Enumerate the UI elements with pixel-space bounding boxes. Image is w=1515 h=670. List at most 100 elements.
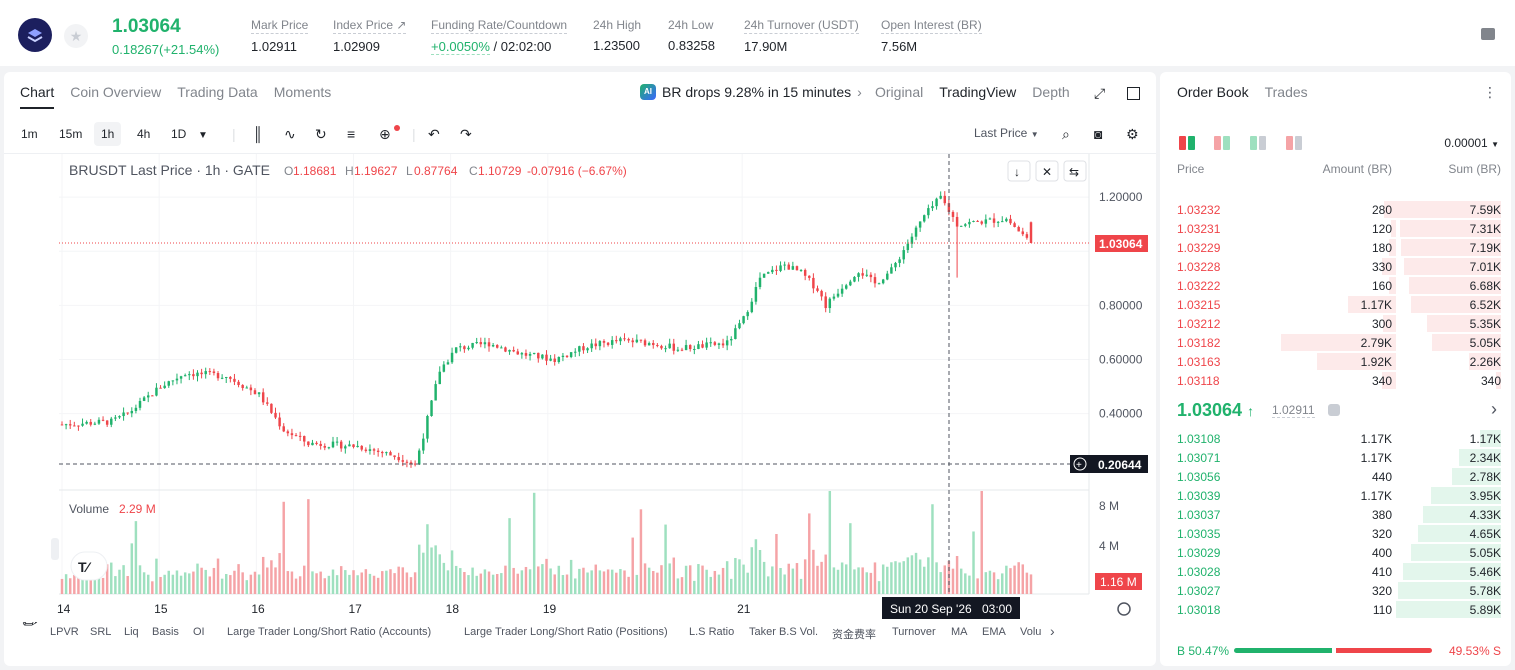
tab-chart[interactable]: Chart	[20, 84, 55, 109]
indicator-funding-rate[interactable]: 资金费率	[832, 629, 876, 641]
search-icon[interactable]: ⌕	[1062, 126, 1070, 142]
chart-settings-icon[interactable]	[1117, 602, 1131, 616]
chevron-right-icon[interactable]: ›	[1050, 623, 1055, 639]
templates-icon[interactable]: ≡	[347, 126, 356, 142]
candle-type-icon[interactable]: ║	[253, 126, 263, 142]
auto-scale-button[interactable]	[1063, 160, 1087, 182]
bid-row[interactable]: 1.03039 1.17K 3.95K	[1160, 486, 1511, 505]
volume-bar	[471, 567, 474, 594]
camera-icon[interactable]: ◙	[1094, 126, 1103, 142]
stat-index-price[interactable]: Index Price ↗ 1.02909	[333, 18, 407, 54]
more-options-icon[interactable]: ⋮	[1483, 84, 1497, 100]
settings-gear-icon[interactable]: ⚙	[1126, 126, 1139, 142]
expand-icon[interactable]: ⤢	[1094, 85, 1106, 101]
candle-body	[803, 269, 807, 276]
timeframe-1m[interactable]: 1m	[21, 127, 38, 141]
ask-row[interactable]: 1.03215 1.17K 6.52K	[1160, 295, 1511, 314]
candle-body	[738, 323, 741, 329]
price-chart[interactable]: 1.20000 0.80000 0.60000 0.40000 8 M 4 M 14 15 16…	[4, 154, 1156, 622]
bid-row[interactable]: 1.03037 380 4.33K	[1160, 505, 1511, 524]
view-original[interactable]: Original	[875, 84, 924, 100]
volume-bar	[167, 570, 170, 594]
bid-row[interactable]: 1.03029 400 5.05K	[1160, 543, 1511, 562]
indicator-large-trader-positions[interactable]: Large Trader Long/Short Ratio (Positions…	[464, 626, 668, 638]
volume-bar	[89, 574, 92, 594]
candle-body	[183, 375, 187, 377]
timeframe-dropdown-icon[interactable]: ▼	[198, 130, 208, 141]
ask-row[interactable]: 1.03212 300 5.35K	[1160, 314, 1511, 333]
precision-select[interactable]: 0.00001 ▼	[1444, 136, 1499, 150]
bid-row[interactable]: 1.03071 1.17K 2.34K	[1160, 448, 1511, 467]
layout-both-alt-icon[interactable]	[1214, 136, 1230, 150]
scroll-down-button[interactable]	[1007, 160, 1031, 182]
bid-row[interactable]: 1.03035 320 4.65K	[1160, 524, 1511, 543]
redo-icon[interactable]: ↷	[460, 126, 472, 142]
timeframe-4h[interactable]: 4h	[137, 127, 151, 141]
indicator-lpvr[interactable]: LPVR	[50, 626, 79, 638]
collapse-button[interactable]	[1035, 160, 1059, 182]
bid-row[interactable]: 1.03056 440 2.78K	[1160, 467, 1511, 486]
bid-row[interactable]: 1.03018 110 5.89K	[1160, 600, 1511, 619]
ask-row[interactable]: 1.03222 160 6.68K	[1160, 276, 1511, 295]
volume-bar	[282, 501, 285, 594]
layout-asks-icon[interactable]	[1286, 136, 1302, 150]
volume-bar	[914, 552, 918, 594]
ask-row[interactable]: 1.03182 2.79K 5.05K	[1160, 333, 1511, 352]
tab-coin-overview[interactable]: Coin Overview	[70, 84, 162, 100]
favorite-star-icon[interactable]: ★	[64, 24, 88, 48]
timeframe-1d[interactable]: 1D	[171, 127, 187, 141]
ask-row[interactable]: 1.03232 280 7.59K	[1160, 200, 1511, 219]
indicator-turnover[interactable]: Turnover	[892, 626, 936, 638]
volume-bar	[401, 567, 405, 594]
replay-icon[interactable]: ↻	[315, 126, 327, 142]
view-tradingview[interactable]: TradingView	[939, 84, 1017, 100]
indicator-srl[interactable]: SRL	[90, 626, 112, 638]
ask-row[interactable]: 1.03229 180 7.19K	[1160, 238, 1511, 257]
layout-both-icon[interactable]	[1179, 136, 1195, 150]
layout-bids-icon[interactable]	[1250, 136, 1266, 150]
notebook-icon[interactable]	[1481, 28, 1495, 40]
volume-bar	[738, 559, 741, 594]
ask-row[interactable]: 1.03118 340 340	[1160, 371, 1511, 390]
indicator-large-trader-accounts[interactable]: Large Trader Long/Short Ratio (Accounts)	[227, 626, 432, 638]
ask-row[interactable]: 1.03231 120 7.31K	[1160, 219, 1511, 238]
ask-row[interactable]: 1.03228 330 7.01K	[1160, 257, 1511, 276]
timeframe-1h[interactable]: 1h	[94, 122, 122, 146]
volume-bar	[725, 561, 729, 594]
tab-trading-data[interactable]: Trading Data	[177, 84, 258, 100]
candle-body	[81, 423, 84, 426]
tab-trades[interactable]: Trades	[1264, 84, 1308, 100]
candle-body	[652, 343, 655, 346]
indicator-basis[interactable]: Basis	[152, 626, 179, 638]
bid-row[interactable]: 1.03028 410 5.46K	[1160, 562, 1511, 581]
indicator-ma[interactable]: MA	[951, 626, 968, 638]
indicator-liq[interactable]: Liq	[124, 626, 139, 638]
indicator-taker-vol[interactable]: Taker B.S Vol.	[749, 626, 819, 638]
indicator-ls-ratio[interactable]: L.S Ratio	[689, 626, 735, 638]
tab-order-book[interactable]: Order Book	[1177, 84, 1249, 100]
indicator-ema[interactable]: EMA	[982, 626, 1006, 638]
tab-moments[interactable]: Moments	[273, 84, 332, 100]
ai-news-ticker[interactable]: AI BR drops 9.28% in 15 minutes ›	[640, 84, 862, 100]
undo-icon[interactable]: ↶	[428, 126, 440, 142]
candle-body	[229, 377, 232, 379]
indicators-icon[interactable]: ∿	[284, 126, 296, 142]
timeframe-15m[interactable]: 15m	[59, 127, 83, 141]
price-source-select[interactable]: Last Price ▼	[974, 126, 1039, 140]
candle-body	[459, 346, 462, 348]
ask-row[interactable]: 1.03163 1.92K 2.26K	[1160, 352, 1511, 371]
alert-add-icon[interactable]: ⊕	[379, 126, 391, 142]
indicator-volume[interactable]: Volu	[1020, 626, 1042, 638]
add-alert-icon[interactable]	[1073, 457, 1087, 471]
chevron-right-icon[interactable]: ›	[1491, 399, 1497, 419]
sidebar-collapse-handle[interactable]	[51, 538, 59, 560]
candle-body	[101, 419, 105, 421]
indicator-oi[interactable]: OI	[193, 626, 205, 638]
bid-row[interactable]: 1.03108 1.17K 1.17K	[1160, 429, 1511, 448]
candle-body	[122, 412, 125, 417]
ask-amount-bar	[1317, 353, 1396, 370]
volume-bar	[335, 575, 339, 594]
view-depth[interactable]: Depth	[1032, 84, 1070, 100]
bid-row[interactable]: 1.03027 320 5.78K	[1160, 581, 1511, 600]
window-icon[interactable]	[1127, 87, 1140, 100]
